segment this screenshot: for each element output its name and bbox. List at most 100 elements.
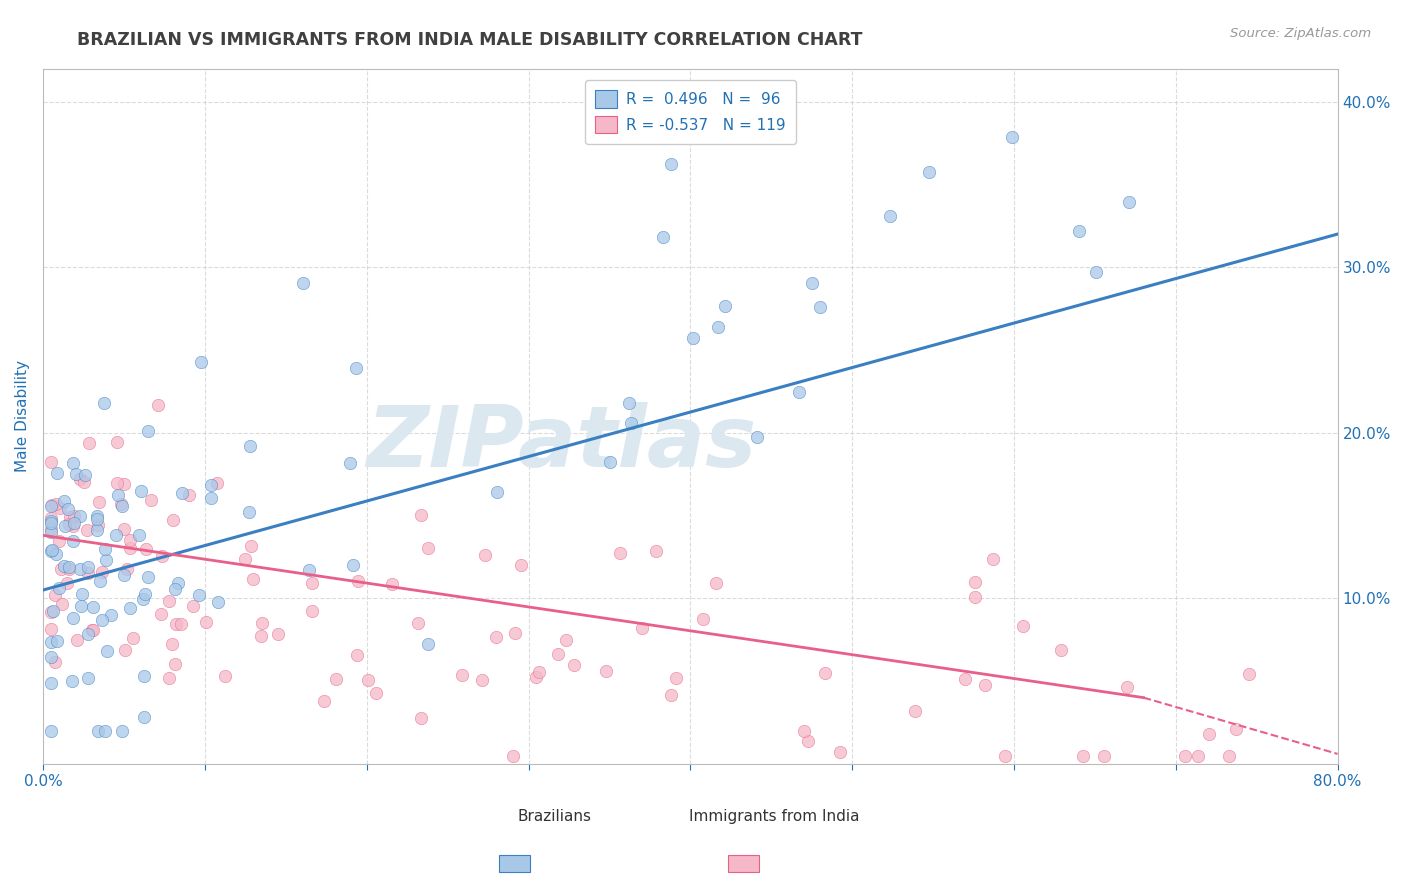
Point	[93, 395, 115, 409]
Point	[118, 601, 141, 615]
Point	[149, 607, 172, 622]
Point	[1198, 727, 1220, 741]
Point	[86, 509, 108, 524]
Point	[181, 599, 204, 614]
Point	[879, 209, 901, 223]
Point	[69, 472, 91, 486]
Point	[62, 534, 84, 549]
Point	[347, 574, 370, 588]
Point	[167, 575, 190, 590]
Point	[120, 541, 142, 555]
Point	[129, 483, 152, 498]
Point	[49, 561, 72, 575]
Point	[114, 643, 136, 657]
Point	[416, 637, 439, 651]
Point	[69, 508, 91, 523]
Point	[63, 516, 86, 530]
Point	[115, 562, 138, 576]
Point	[39, 622, 62, 636]
Point	[357, 673, 380, 687]
Legend: R =  0.496   N =  96, R = -0.537   N = 119: R = 0.496 N = 96, R = -0.537 N = 119	[585, 79, 796, 144]
Point	[1085, 265, 1108, 279]
Point	[77, 671, 100, 685]
Point	[659, 689, 682, 703]
Point	[344, 360, 367, 375]
Point	[554, 632, 576, 647]
Point	[502, 748, 524, 763]
Point	[65, 467, 87, 482]
Point	[170, 486, 193, 500]
Point	[111, 499, 134, 513]
Point	[409, 508, 432, 523]
Point	[599, 455, 621, 469]
Point	[298, 563, 321, 577]
Point	[128, 528, 150, 542]
Point	[1225, 722, 1247, 736]
Point	[41, 516, 63, 530]
Point	[45, 547, 67, 561]
Point	[132, 669, 155, 683]
Point	[41, 542, 63, 557]
Point	[904, 704, 927, 718]
Point	[39, 723, 62, 738]
Point	[136, 569, 159, 583]
Point	[796, 733, 818, 747]
Point	[39, 675, 62, 690]
Point	[484, 630, 506, 644]
Point	[301, 604, 323, 618]
Point	[51, 598, 73, 612]
Point	[451, 668, 474, 682]
Point	[86, 523, 108, 537]
Point	[1116, 680, 1139, 694]
Point	[60, 673, 83, 688]
Point	[111, 723, 134, 738]
Point	[132, 592, 155, 607]
Point	[342, 558, 364, 572]
Point	[918, 164, 941, 178]
Point	[104, 527, 127, 541]
Point	[80, 623, 103, 637]
Point	[157, 671, 180, 685]
Point	[105, 476, 128, 491]
Point	[1012, 619, 1035, 633]
Point	[1092, 748, 1115, 763]
Point	[62, 611, 84, 625]
Point	[242, 573, 264, 587]
Point	[416, 541, 439, 555]
Point	[714, 299, 737, 313]
Point	[77, 560, 100, 574]
Point	[112, 567, 135, 582]
Point	[105, 434, 128, 449]
Point	[53, 558, 76, 573]
Point	[808, 300, 831, 314]
Point	[381, 577, 404, 591]
Point	[314, 693, 336, 707]
Point	[157, 594, 180, 608]
Point	[46, 633, 69, 648]
Point	[134, 587, 156, 601]
Text: Immigrants from India: Immigrants from India	[689, 809, 860, 824]
Point	[58, 562, 80, 576]
Point	[160, 637, 183, 651]
Point	[56, 502, 79, 516]
Point	[651, 230, 673, 244]
Point	[48, 534, 70, 549]
Point	[62, 509, 84, 524]
Point	[76, 524, 98, 538]
Point	[170, 617, 193, 632]
Point	[86, 723, 108, 738]
Point	[510, 558, 533, 572]
Point	[301, 575, 323, 590]
Point	[110, 497, 132, 511]
Point	[609, 547, 631, 561]
Point	[953, 672, 976, 686]
Point	[39, 510, 62, 524]
Text: Source: ZipAtlas.com: Source: ZipAtlas.com	[1230, 27, 1371, 40]
Point	[177, 487, 200, 501]
Point	[48, 501, 70, 516]
Point	[547, 647, 569, 661]
Point	[965, 590, 987, 604]
Point	[77, 435, 100, 450]
Point	[200, 491, 222, 505]
Point	[664, 671, 686, 685]
